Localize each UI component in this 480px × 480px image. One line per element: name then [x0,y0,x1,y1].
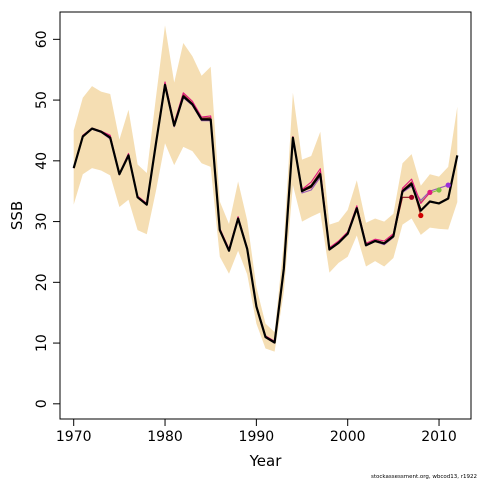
y-tick-label: 60 [34,30,50,48]
y-tick-label: 10 [34,334,50,352]
y-tick-label: 20 [34,273,50,291]
x-axis: 1970 1980 1990 2000 2010 [56,418,457,445]
y-axis-title: SSB [8,201,26,230]
retro-end-point-3 [445,182,451,188]
y-tick-label: 50 [34,91,50,109]
retro-end-point-4 [436,187,442,193]
ssb-main-line [72,83,459,344]
x-tick-label: 2000 [330,429,366,445]
x-axis-title: Year [249,452,283,470]
x-tick-label: 2010 [421,429,457,445]
y-tick-label: 30 [34,213,50,231]
y-tick-label: 40 [34,152,50,170]
y-axis: 0 10 20 30 40 50 60 [34,30,61,408]
x-tick-label: 1980 [147,429,183,445]
retro-end-point-5 [409,194,415,200]
x-tick-label: 1970 [56,429,92,445]
series-lines-layer [72,81,459,344]
confidence-band-layer [73,25,458,352]
confidence-band [73,25,458,352]
x-tick-label: 1990 [239,429,275,445]
retro-end-point-1 [427,189,433,195]
y-tick-label: 0 [34,399,50,408]
end-points-layer [409,182,451,219]
source-footnote: stockassessment.org, wbcod13, r1922 [371,474,477,480]
retro-end-point-2 [418,212,424,219]
